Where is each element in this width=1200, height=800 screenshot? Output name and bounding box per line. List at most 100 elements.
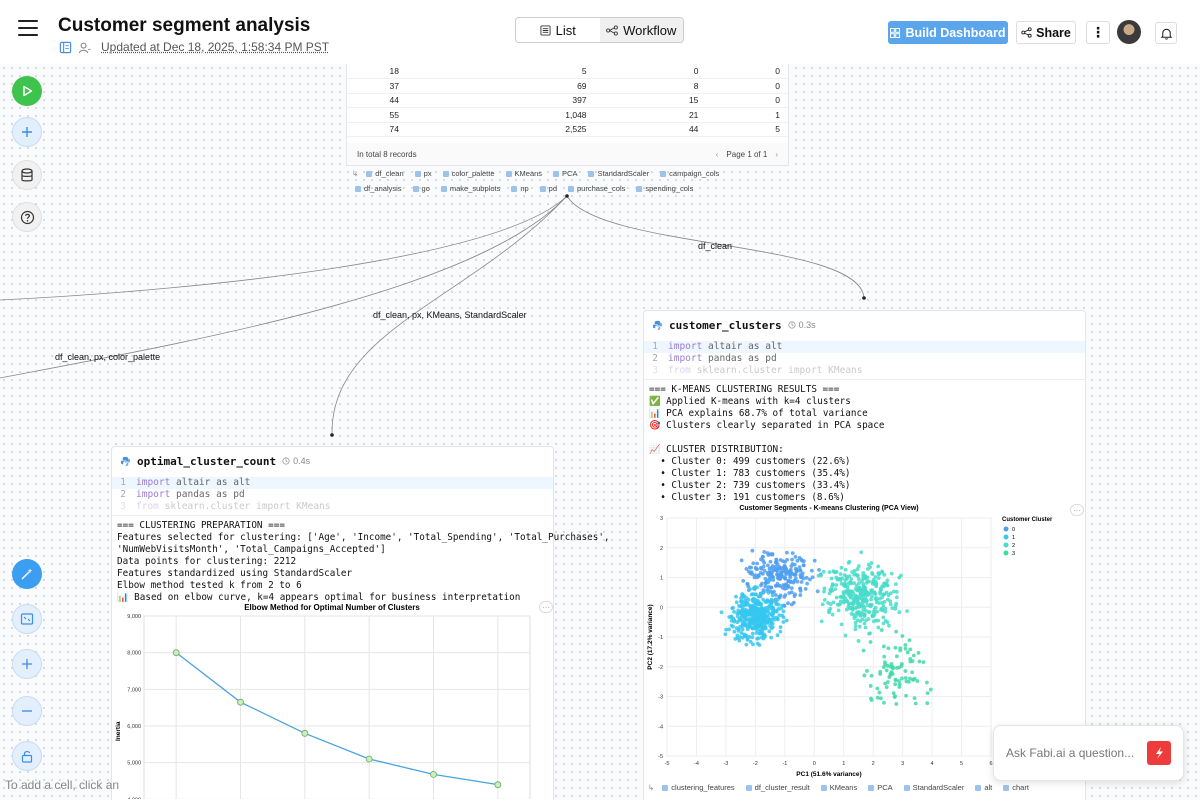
scatter-point-cluster-0	[785, 586, 789, 590]
scatter-point-cluster-2	[861, 600, 865, 604]
variable-chip[interactable]: purchase_cols	[565, 183, 628, 194]
fit-view-button[interactable]	[12, 604, 42, 634]
scatter-point-cluster-2	[843, 582, 847, 586]
help-button[interactable]	[12, 202, 42, 232]
scatter-point-cluster-3	[915, 679, 919, 683]
scatter-point-cluster-2	[883, 607, 887, 611]
variable-chip[interactable]: go	[410, 183, 433, 194]
variable-chip[interactable]: chart	[1000, 782, 1032, 793]
python-icon	[652, 320, 663, 331]
ask-ai-input[interactable]: Ask Fabi.ai a question...	[993, 725, 1184, 781]
more-options-button[interactable]: ⋮	[1086, 21, 1110, 44]
scatter-point-cluster-3	[900, 676, 904, 680]
scatter-point-cluster-2	[851, 592, 855, 596]
elbow-point[interactable]	[302, 730, 308, 736]
scatter-point-cluster-3	[903, 643, 907, 647]
elbow-point[interactable]	[431, 771, 437, 777]
variable-chip-label: make_subplots	[450, 184, 500, 193]
variable-chip[interactable]: StandardScaler	[901, 782, 968, 793]
unlock-icon	[20, 749, 34, 763]
table-footer: In total 8 records ‹ Page 1 of 1 ›	[347, 143, 788, 165]
scatter-point-cluster-0	[763, 585, 767, 589]
variable-chip[interactable]: px	[412, 168, 435, 179]
variable-chip-label: PCA	[562, 169, 577, 178]
list-view-tab[interactable]: List	[516, 18, 600, 42]
add-cell-button[interactable]	[12, 117, 42, 147]
next-page-icon[interactable]: ›	[775, 150, 778, 159]
scatter-point-cluster-1	[736, 609, 740, 613]
variable-type-icon	[355, 186, 361, 192]
variable-chip[interactable]: pd	[537, 183, 560, 194]
scatter-point-cluster-2	[855, 601, 859, 605]
page-title: Customer segment analysis	[58, 15, 310, 37]
variable-chip[interactable]: KMeans	[818, 782, 861, 793]
elbow-point[interactable]	[238, 699, 244, 705]
variable-chip[interactable]: df_cluster_result	[743, 782, 813, 793]
scatter-point-cluster-1	[751, 598, 755, 602]
variable-chip[interactable]: df_analysis	[352, 183, 405, 194]
variable-chip[interactable]: clustering_features	[659, 782, 737, 793]
scatter-point-cluster-1	[767, 591, 771, 595]
scatter-point-cluster-0	[771, 578, 775, 582]
variable-chip-label: alt	[984, 783, 992, 792]
notebook-icon[interactable]	[59, 41, 72, 54]
scatter-point-cluster-1	[769, 636, 773, 640]
avatar[interactable]	[1117, 20, 1141, 44]
scatter-point-cluster-0	[793, 592, 797, 596]
zoom-out-button[interactable]	[12, 696, 42, 726]
ask-ai-button[interactable]	[1147, 741, 1171, 765]
scatter-point-cluster-0	[798, 587, 802, 591]
scatter-point-cluster-2	[853, 627, 857, 631]
code-keyword: import	[136, 477, 170, 489]
scatter-point-cluster-0	[808, 578, 812, 582]
variable-chip[interactable]: spending_cols	[633, 183, 696, 194]
variable-chip-label: KMeans	[515, 169, 543, 178]
variable-chip-label: spending_cols	[645, 184, 693, 193]
variable-chip[interactable]: alt	[972, 782, 995, 793]
scatter-point-cluster-1	[763, 622, 767, 626]
scatter-point-cluster-1	[743, 624, 747, 628]
hamburger-menu-icon[interactable]	[18, 20, 38, 36]
variable-chip[interactable]: np	[508, 183, 531, 194]
scatter-point-cluster-2	[877, 576, 881, 580]
user-access-icon[interactable]	[78, 41, 91, 54]
scatter-point-cluster-3	[882, 644, 886, 648]
elbow-point[interactable]	[173, 650, 179, 656]
code-editor[interactable]: 1 import altair as alt 2 import pandas as p…	[644, 339, 1085, 380]
scatter-point-cluster-0	[749, 566, 753, 570]
variable-chip[interactable]: StandardScaler	[585, 168, 652, 179]
variable-chip[interactable]: campaign_cols	[657, 168, 722, 179]
code-keyword: from	[136, 501, 159, 513]
y-tick-label: -1	[658, 635, 663, 641]
scatter-point-cluster-0	[750, 549, 754, 553]
scatter-point-cluster-1	[755, 609, 759, 613]
lock-canvas-button[interactable]	[12, 741, 42, 771]
x-tick-label: -3	[723, 761, 728, 767]
build-dashboard-button[interactable]: Build Dashboard	[888, 21, 1008, 44]
workflow-view-tab[interactable]: Workflow	[600, 18, 684, 42]
notifications-button[interactable]	[1155, 22, 1177, 44]
run-all-button[interactable]	[12, 76, 42, 106]
cell-optimal-cluster-count[interactable]: optimal_cluster_count 0.4s 1 import altai…	[111, 446, 554, 800]
scatter-point-cluster-2	[887, 624, 891, 628]
variable-chip[interactable]: PCA	[550, 168, 580, 179]
data-sources-button[interactable]	[12, 160, 42, 190]
variable-chip[interactable]: KMeans	[503, 168, 546, 179]
scatter-point-cluster-2	[857, 577, 861, 581]
auto-layout-button[interactable]	[12, 559, 42, 589]
y-tick-label: -4	[658, 724, 663, 730]
scatter-point-cluster-3	[904, 680, 908, 684]
scatter-point-cluster-2	[876, 565, 880, 569]
variable-chip[interactable]: color_palette	[440, 168, 498, 179]
scatter-point-cluster-0	[774, 561, 778, 565]
zoom-in-button[interactable]	[12, 649, 42, 679]
elbow-point[interactable]	[366, 756, 372, 762]
share-button[interactable]: Share	[1016, 21, 1076, 44]
variable-chip[interactable]: PCA	[865, 782, 895, 793]
variable-chip[interactable]: make_subplots	[438, 183, 503, 194]
prev-page-icon[interactable]: ‹	[716, 150, 719, 159]
elbow-point[interactable]	[495, 782, 501, 788]
table-cell: 21	[595, 108, 707, 123]
variable-chip[interactable]: df_clean	[363, 168, 406, 179]
code-editor[interactable]: 1 import altair as alt 2 import pandas as p…	[112, 475, 553, 516]
